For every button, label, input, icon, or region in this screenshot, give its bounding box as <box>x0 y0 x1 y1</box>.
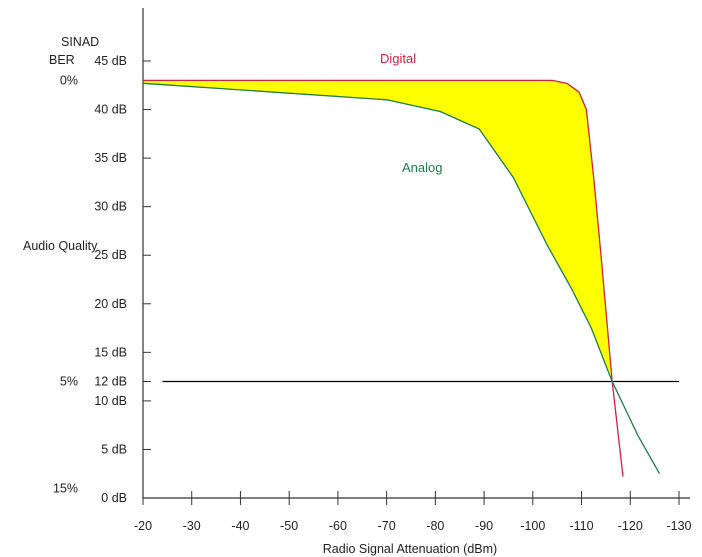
x-tick-label: -100 <box>520 519 545 533</box>
x-tick-label: -60 <box>329 519 347 533</box>
x-tick-label: -40 <box>231 519 249 533</box>
series-line-digital <box>143 79 624 477</box>
ticks: -20 -30 -40 -50 -60 -70 -80 -90 -100 -110 -120 -130… <box>53 54 692 533</box>
quality-gain-area <box>143 80 613 382</box>
series-line-analog <box>142 82 661 475</box>
series-layer <box>142 79 661 477</box>
y-tick-label: 0 dB <box>101 491 127 505</box>
y-axis-label: Audio Quality <box>23 239 98 253</box>
sinad-header: SINAD <box>61 35 99 49</box>
y-tick-label: 45 dB <box>94 54 127 68</box>
x-tick-label: -120 <box>618 519 643 533</box>
y-tick-label: 25 dB <box>94 248 127 262</box>
ber-tick-label: 15% <box>53 481 78 495</box>
x-tick-label: -80 <box>426 519 444 533</box>
y-tick-label: 5 dB <box>101 442 127 456</box>
x-tick-label: -90 <box>475 519 493 533</box>
y-tick-label: 15 dB <box>94 345 127 359</box>
ber-header: BER <box>49 53 75 67</box>
series-label-digital: Digital <box>380 51 416 66</box>
y-tick-label: 12 dB <box>94 374 127 388</box>
x-tick-label: -20 <box>134 519 152 533</box>
x-tick-label: -30 <box>183 519 201 533</box>
x-tick-label: -50 <box>280 519 298 533</box>
y-tick-label: 10 dB <box>94 394 127 408</box>
y-tick-label: 30 dB <box>94 200 127 214</box>
y-tick-label: 35 dB <box>94 151 127 165</box>
y-tick-label: 20 dB <box>94 297 127 311</box>
ber-tick-label: 0% <box>60 73 78 87</box>
y-tick-label: 40 dB <box>94 103 127 117</box>
x-axis-label: Radio Signal Attenuation (dBm) <box>323 542 497 556</box>
x-tick-label: -110 <box>569 519 593 533</box>
axes <box>142 8 690 499</box>
series-label-analog: Analog <box>402 160 442 175</box>
x-tick-label: -130 <box>666 519 691 533</box>
ber-tick-label: 5% <box>60 374 78 388</box>
x-tick-label: -70 <box>378 519 396 533</box>
